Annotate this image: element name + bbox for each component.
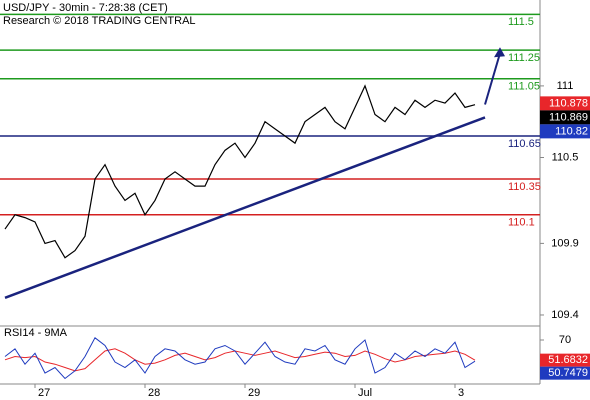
price-marker-label: 110.82 <box>555 125 588 137</box>
price-marker <box>540 96 590 111</box>
x-tick-label: 3 <box>458 387 464 399</box>
y-tick-label: 109.9 <box>551 237 579 249</box>
price-line <box>4 84 476 259</box>
rsi-y-tick-label: 70 <box>559 334 571 346</box>
chart-title: USD/JPY - 30min - 7:28:38 (CET) <box>3 2 168 14</box>
x-tick-label: 28 <box>148 387 160 399</box>
level-label: 110.65 <box>508 138 541 150</box>
y-tick-label: 111 <box>557 80 574 92</box>
level-label: 111.5 <box>508 16 534 28</box>
arrow-head <box>494 47 505 58</box>
y-tick-label: 110.5 <box>552 151 579 163</box>
price-marker <box>540 110 590 125</box>
level-label: 110.1 <box>508 217 535 229</box>
price-marker-label: 110.878 <box>549 97 588 109</box>
price-marker <box>540 124 590 139</box>
rsi-marker-label: 51.6832 <box>548 354 588 366</box>
rsi-marker <box>540 366 590 380</box>
rsi-line <box>4 348 476 372</box>
level-label: 111.25 <box>508 52 540 64</box>
level-label: 111.05 <box>508 81 540 93</box>
rsi-marker <box>540 353 590 367</box>
x-tick-label: Jul <box>358 387 372 399</box>
rsi-marker-label: 50.7479 <box>548 367 588 379</box>
x-tick-label: 27 <box>38 387 50 399</box>
price-marker-label: 110.869 <box>549 111 588 123</box>
x-tick-label: 29 <box>248 387 260 399</box>
y-tick-label: 109.4 <box>551 309 579 321</box>
level-label: 110.35 <box>508 181 541 193</box>
arrow <box>484 52 501 105</box>
rsi-label: RSI14 - 9MA <box>4 327 68 339</box>
rsi-line <box>4 337 476 380</box>
chart-subtitle: Research © 2018 TRADING CENTRAL <box>3 15 196 27</box>
trendline <box>4 116 486 299</box>
